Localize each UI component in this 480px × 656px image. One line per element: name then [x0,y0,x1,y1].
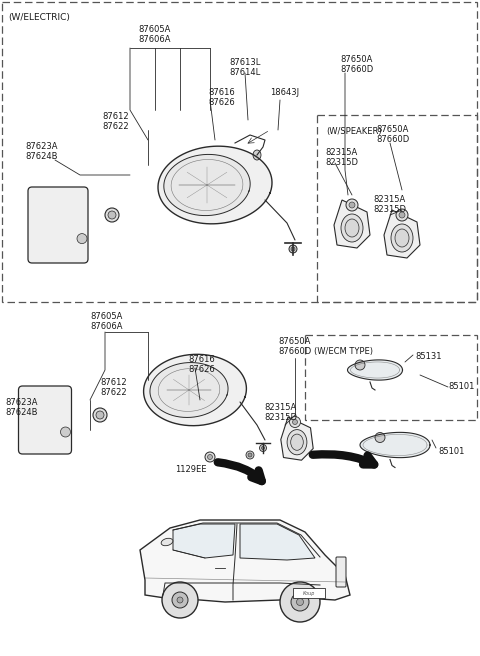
Circle shape [248,453,252,457]
Ellipse shape [391,224,413,252]
Text: 87612
87622: 87612 87622 [100,378,127,398]
Circle shape [207,455,213,459]
Polygon shape [240,524,315,560]
Circle shape [93,408,107,422]
Bar [305,335,477,420]
Circle shape [246,451,254,459]
Polygon shape [360,432,430,458]
Circle shape [105,208,119,222]
Text: 82315A
82315D: 82315A 82315D [373,195,406,215]
Text: 87605A
87606A: 87605A 87606A [90,312,122,331]
Text: 87616
87626: 87616 87626 [208,88,235,108]
Circle shape [177,597,183,603]
Text: 1129EE: 1129EE [175,465,206,474]
FancyBboxPatch shape [336,557,346,587]
Circle shape [205,452,215,462]
Circle shape [60,427,71,437]
Circle shape [355,360,365,370]
Text: Koup: Koup [303,590,315,596]
Circle shape [297,598,303,605]
Polygon shape [348,360,403,380]
Circle shape [262,447,264,449]
Circle shape [375,432,385,443]
Text: 87650A
87660D: 87650A 87660D [376,125,409,144]
Text: 82315A
82315D: 82315A 82315D [325,148,358,167]
Text: 87650A
87660D: 87650A 87660D [278,337,311,356]
Circle shape [289,417,300,428]
Circle shape [291,593,309,611]
Bar [317,115,477,302]
Text: 87616
87626: 87616 87626 [188,355,215,375]
Text: 87623A
87624B: 87623A 87624B [25,142,58,161]
Text: 85131: 85131 [415,352,442,361]
Circle shape [349,202,355,208]
Text: 18643J: 18643J [270,88,300,97]
Text: (W/ELECTRIC): (W/ELECTRIC) [8,13,70,22]
Text: 82315A
82315D: 82315A 82315D [264,403,297,422]
Polygon shape [150,363,228,417]
Circle shape [396,209,408,221]
Circle shape [172,592,188,608]
Circle shape [162,582,198,618]
Circle shape [260,445,266,451]
Circle shape [280,582,320,622]
Polygon shape [384,210,420,258]
Polygon shape [334,200,370,248]
Polygon shape [164,154,250,216]
Text: (W/SPEAKER): (W/SPEAKER) [326,127,382,136]
Ellipse shape [291,434,303,450]
Polygon shape [281,417,313,461]
Ellipse shape [345,219,359,237]
Circle shape [96,411,104,419]
Circle shape [289,245,297,253]
Text: 87612
87622: 87612 87622 [102,112,129,131]
Text: 87605A
87606A: 87605A 87606A [139,25,171,45]
Circle shape [108,211,116,219]
Polygon shape [158,146,272,224]
Circle shape [399,212,405,218]
Polygon shape [144,354,246,426]
Circle shape [77,234,87,243]
Text: 87650A
87660D: 87650A 87660D [340,55,373,74]
Bar [2,2,477,302]
Circle shape [346,199,358,211]
Ellipse shape [395,229,409,247]
Ellipse shape [341,214,363,242]
Text: 85101: 85101 [448,382,474,391]
Polygon shape [140,520,350,602]
Circle shape [292,419,298,424]
FancyBboxPatch shape [28,187,88,263]
Text: 87623A
87624B: 87623A 87624B [5,398,37,417]
Text: 85101: 85101 [438,447,464,456]
Ellipse shape [161,539,173,546]
Ellipse shape [253,150,261,160]
Text: (W/ECM TYPE): (W/ECM TYPE) [314,347,373,356]
Polygon shape [173,524,235,558]
Bar [293,588,325,598]
FancyBboxPatch shape [19,386,72,454]
Text: 87613L
87614L: 87613L 87614L [229,58,261,77]
Circle shape [291,247,295,251]
Ellipse shape [287,430,307,455]
